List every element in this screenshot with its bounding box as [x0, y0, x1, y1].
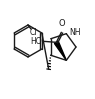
Text: O: O [58, 19, 65, 28]
Polygon shape [54, 41, 66, 60]
Text: HO: HO [31, 37, 42, 46]
Text: NH: NH [69, 28, 81, 37]
Text: Cl: Cl [29, 28, 37, 37]
